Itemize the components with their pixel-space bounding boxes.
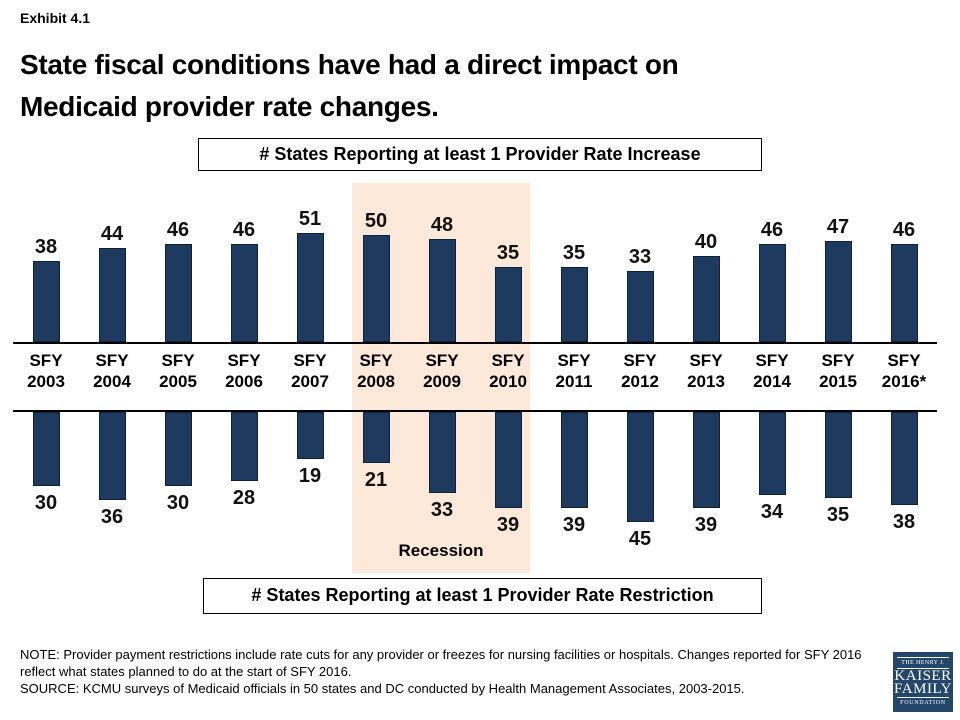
increase-value-label: 46 [892,219,916,241]
category-label: SFY 2016* [881,351,927,391]
increase-bar [758,244,786,342]
increase-bar [98,248,126,342]
increase-value-label: 35 [496,242,520,264]
restriction-value-label: 39 [562,514,586,536]
increase-bar [824,241,852,342]
category-label: SFY 2015 [819,351,857,391]
restriction-bar [428,412,456,493]
title-line-2: Medicaid provider rate changes. [20,91,439,122]
restriction-bar [230,412,258,481]
increase-bar [296,233,324,342]
top-axis-line [13,342,937,344]
category-label: SFY 2014 [753,351,791,391]
increase-value-label: 44 [100,223,124,245]
note-text: NOTE: Provider payment restrictions incl… [20,647,862,679]
note-and-source: NOTE: Provider payment restrictions incl… [20,646,878,697]
increase-value-label: 46 [760,219,784,241]
increase-value-label: 47 [826,216,850,238]
increase-value-label: 40 [694,231,718,253]
increase-bar [428,239,456,342]
restriction-bar [758,412,786,495]
increase-series-label-box: # States Reporting at least 1 Provider R… [198,138,762,171]
restriction-bar [692,412,720,508]
increase-value-label: 33 [628,246,652,268]
restriction-value-label: 19 [298,465,322,487]
restriction-bar [98,412,126,500]
category-label: SFY 2012 [621,351,659,391]
increase-value-label: 48 [430,214,454,236]
increase-value-label: 35 [562,242,586,264]
logo-rule-top [897,657,949,658]
category-label: SFY 2007 [291,351,329,391]
chart-canvas: Recession 38 SFY 2003 30 44 SFY 2004 36 46 SFY … [0,180,960,620]
category-label: SFY 2004 [93,351,131,391]
source-text: SOURCE: KCMU surveys of Medicaid officia… [20,681,745,696]
increase-bar [626,271,654,342]
increase-value-label: 51 [298,208,322,230]
restriction-value-label: 39 [694,514,718,536]
logo-rule-mid [897,668,949,669]
restriction-value-label: 30 [166,492,190,514]
increase-bar [494,267,522,342]
restriction-series-label-box: # States Reporting at least 1 Provider R… [203,578,762,614]
restriction-value-label: 45 [628,528,652,550]
increase-bar [560,267,588,342]
restriction-bar [824,412,852,498]
increase-bar [890,244,918,342]
increase-value-label: 50 [364,210,388,232]
restriction-bar [626,412,654,522]
restriction-value-label: 30 [34,492,58,514]
restriction-value-label: 39 [496,514,520,536]
increase-value-label: 38 [34,236,58,258]
recession-label: Recession [398,541,484,560]
increase-value-label: 46 [166,219,190,241]
logo-henry-j: THE HENRY J. [901,660,945,666]
restriction-value-label: 28 [232,487,256,509]
logo-rule-bottom [897,697,949,698]
logo-family: FAMILY [894,681,952,697]
logo-foundation: FOUNDATION [900,700,946,706]
increase-bar [692,256,720,342]
restriction-value-label: 21 [364,469,388,491]
page-title: State fiscal conditions have had a direc… [20,44,679,128]
category-label: SFY 2009 [423,351,461,391]
restriction-bar [164,412,192,486]
increase-value-label: 46 [232,219,256,241]
restriction-value-label: 36 [100,506,124,528]
category-label: SFY 2003 [27,351,65,391]
restriction-bar [296,412,324,459]
category-label: SFY 2013 [687,351,725,391]
restriction-bar [890,412,918,505]
category-label: SFY 2010 [489,351,527,391]
restriction-bar [32,412,60,486]
exhibit-label: Exhibit 4.1 [20,10,91,26]
category-label: SFY 2008 [357,351,395,391]
category-label: SFY 2006 [225,351,263,391]
restriction-bar [362,412,390,463]
title-line-1: State fiscal conditions have had a direc… [20,49,679,80]
kff-logo: THE HENRY J. KAISER FAMILY FOUNDATION [893,652,953,712]
restriction-value-label: 34 [760,501,784,523]
increase-bar [164,244,192,342]
category-label: SFY 2011 [555,351,593,391]
restriction-bar [560,412,588,508]
increase-bar [32,261,60,342]
bottom-axis-line [13,410,937,412]
logo-kaiser: KAISER [894,668,952,684]
increase-bar [362,235,390,342]
restriction-bar [494,412,522,508]
restriction-value-label: 35 [826,504,850,526]
category-label: SFY 2005 [159,351,197,391]
increase-bar [230,244,258,342]
restriction-value-label: 33 [430,499,454,521]
restriction-value-label: 38 [892,511,916,533]
